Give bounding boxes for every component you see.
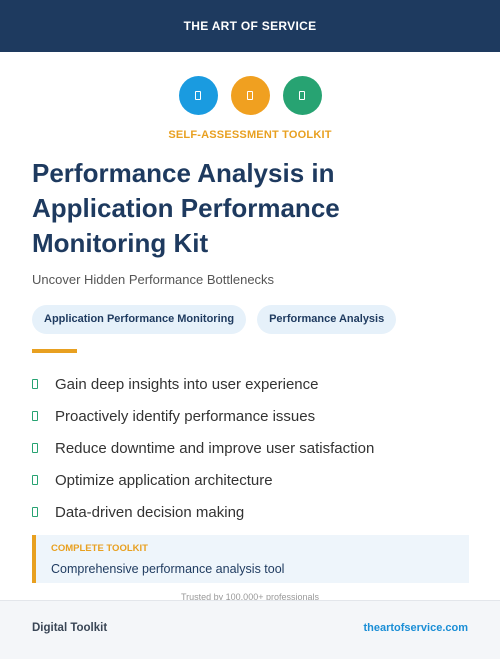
check-icon — [32, 379, 38, 389]
benefit-item: Optimize application architecture — [32, 464, 374, 496]
orange-document-icon — [230, 76, 270, 115]
header-bar: THE ART OF SERVICE — [0, 0, 500, 52]
tag-performance-analysis: Performance Analysis — [257, 305, 397, 334]
document-icon — [299, 91, 305, 100]
icon-row — [0, 76, 500, 115]
document-icon — [195, 91, 201, 100]
subtitle: Uncover Hidden Performance Bottlenecks — [32, 272, 275, 287]
check-icon — [32, 443, 38, 453]
benefit-text: Proactively identify performance issues — [55, 407, 316, 425]
page-title: Performance Analysis in Application Perf… — [32, 158, 340, 258]
tag-list: Application Performance Monitoring Perfo… — [32, 305, 397, 334]
brand-title: THE ART OF SERVICE — [183, 19, 317, 33]
benefit-item: Data-driven decision making — [32, 496, 374, 528]
check-icon — [32, 411, 38, 421]
accent-divider — [32, 349, 77, 353]
trust-text: Trusted by 100,000+ professionals — [180, 592, 319, 602]
website-link[interactable]: theartofservice.com — [363, 622, 468, 634]
benefit-text: Reduce downtime and improve user satisfa… — [55, 439, 375, 457]
benefit-text: Optimize application architecture — [55, 471, 273, 489]
check-icon — [32, 475, 38, 485]
footer: Digital Toolkit theartofservice.com — [0, 600, 500, 659]
blue-document-icon — [178, 76, 218, 115]
benefit-list: Gain deep insights into user experience … — [32, 368, 374, 528]
check-icon — [32, 507, 38, 517]
callout-text: Comprehensive performance analysis tool — [51, 562, 285, 576]
document-icon — [247, 91, 253, 100]
benefit-text: Data-driven decision making — [55, 503, 245, 521]
benefit-item: Gain deep insights into user experience — [32, 368, 374, 400]
footer-label: Digital Toolkit — [32, 622, 108, 634]
callout-label: COMPLETE TOOLKIT — [51, 543, 148, 554]
benefit-item: Reduce downtime and improve user satisfa… — [32, 432, 374, 464]
benefit-item: Proactively identify performance issues — [32, 400, 374, 432]
benefit-text: Gain deep insights into user experience — [55, 375, 319, 393]
green-document-icon — [282, 76, 322, 115]
toolkit-callout: COMPLETE TOOLKIT Comprehensive performan… — [32, 535, 469, 583]
tag-application-performance-monitoring: Application Performance Monitoring — [32, 305, 247, 334]
kicker-label: SELF-ASSESSMENT TOOLKIT — [168, 129, 332, 141]
